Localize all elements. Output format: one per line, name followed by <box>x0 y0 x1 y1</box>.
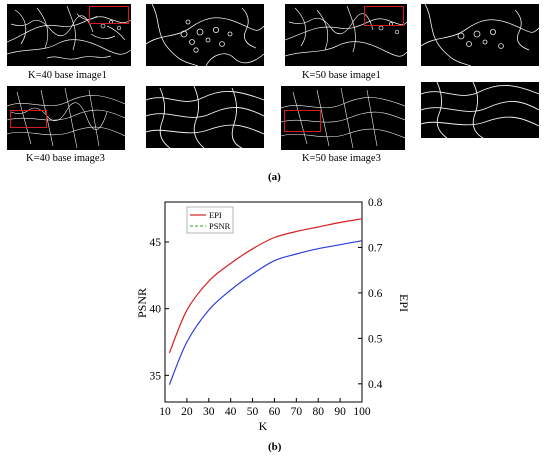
roi-box <box>10 110 47 128</box>
x-tick-label: 50 <box>247 406 259 418</box>
y-right-tick-label: 0.7 <box>368 242 383 254</box>
edge-map-k40-image1-zoom <box>146 4 264 66</box>
series-line-epi <box>168 218 363 354</box>
plot-area <box>164 201 363 403</box>
edge-map-k50-image3-zoom <box>421 82 539 138</box>
x-tick-label: 100 <box>353 406 371 418</box>
legend-label-psnr: PSNR <box>209 221 231 231</box>
y-left-tick-label: 45 <box>150 237 162 249</box>
x-tick-label: 70 <box>291 406 303 418</box>
x-tick-label: 60 <box>269 406 281 418</box>
y-left-tick-label: 35 <box>150 370 162 382</box>
y-axis-right-label: EPI <box>397 294 411 312</box>
caption-k50-image1: K=50 base image1 <box>302 70 381 81</box>
x-tick-label: 20 <box>181 406 193 418</box>
edge-map-k50-image1 <box>285 4 407 66</box>
edge-map-k40-image3-zoom <box>146 86 264 148</box>
y-right-tick-label: 0.4 <box>368 379 383 391</box>
x-axis-label: K <box>259 419 268 433</box>
caption-k50-image3: K=50 base image3 <box>302 153 381 164</box>
x-tick-label: 80 <box>312 406 324 418</box>
edge-map-k50-image1-zoom <box>421 4 539 66</box>
edge-map-k40-image1 <box>7 4 131 66</box>
legend: EPI PSNR <box>186 206 234 234</box>
caption-k40-image1: K=40 base image1 <box>28 70 107 81</box>
y-right-tick-label: 0.8 <box>368 197 383 209</box>
x-tick-label: 30 <box>203 406 215 418</box>
y-right-tick-label: 0.5 <box>368 333 383 345</box>
roi-box <box>284 110 321 132</box>
caption-k40-image3: K=40 base image3 <box>26 153 105 164</box>
roi-box <box>89 6 129 24</box>
edge-map-k50-image3 <box>281 86 405 150</box>
series-line-psnr <box>168 240 363 385</box>
roi-box <box>364 6 404 26</box>
subfigure-label-a: (a) <box>268 171 281 183</box>
x-tick-label: 90 <box>334 406 346 418</box>
legend-box <box>186 206 234 234</box>
edge-map-k40-image3 <box>7 86 125 150</box>
legend-label-epi: EPI <box>209 210 222 220</box>
x-tick-label: 40 <box>225 406 237 418</box>
x-tick-label: 10 <box>159 406 171 418</box>
subfigure-label-b: (b) <box>268 441 282 453</box>
y-right-tick-label: 0.6 <box>368 288 383 300</box>
y-left-tick-label: 40 <box>150 304 162 316</box>
y-axis-left-label: PSNR <box>135 288 149 318</box>
